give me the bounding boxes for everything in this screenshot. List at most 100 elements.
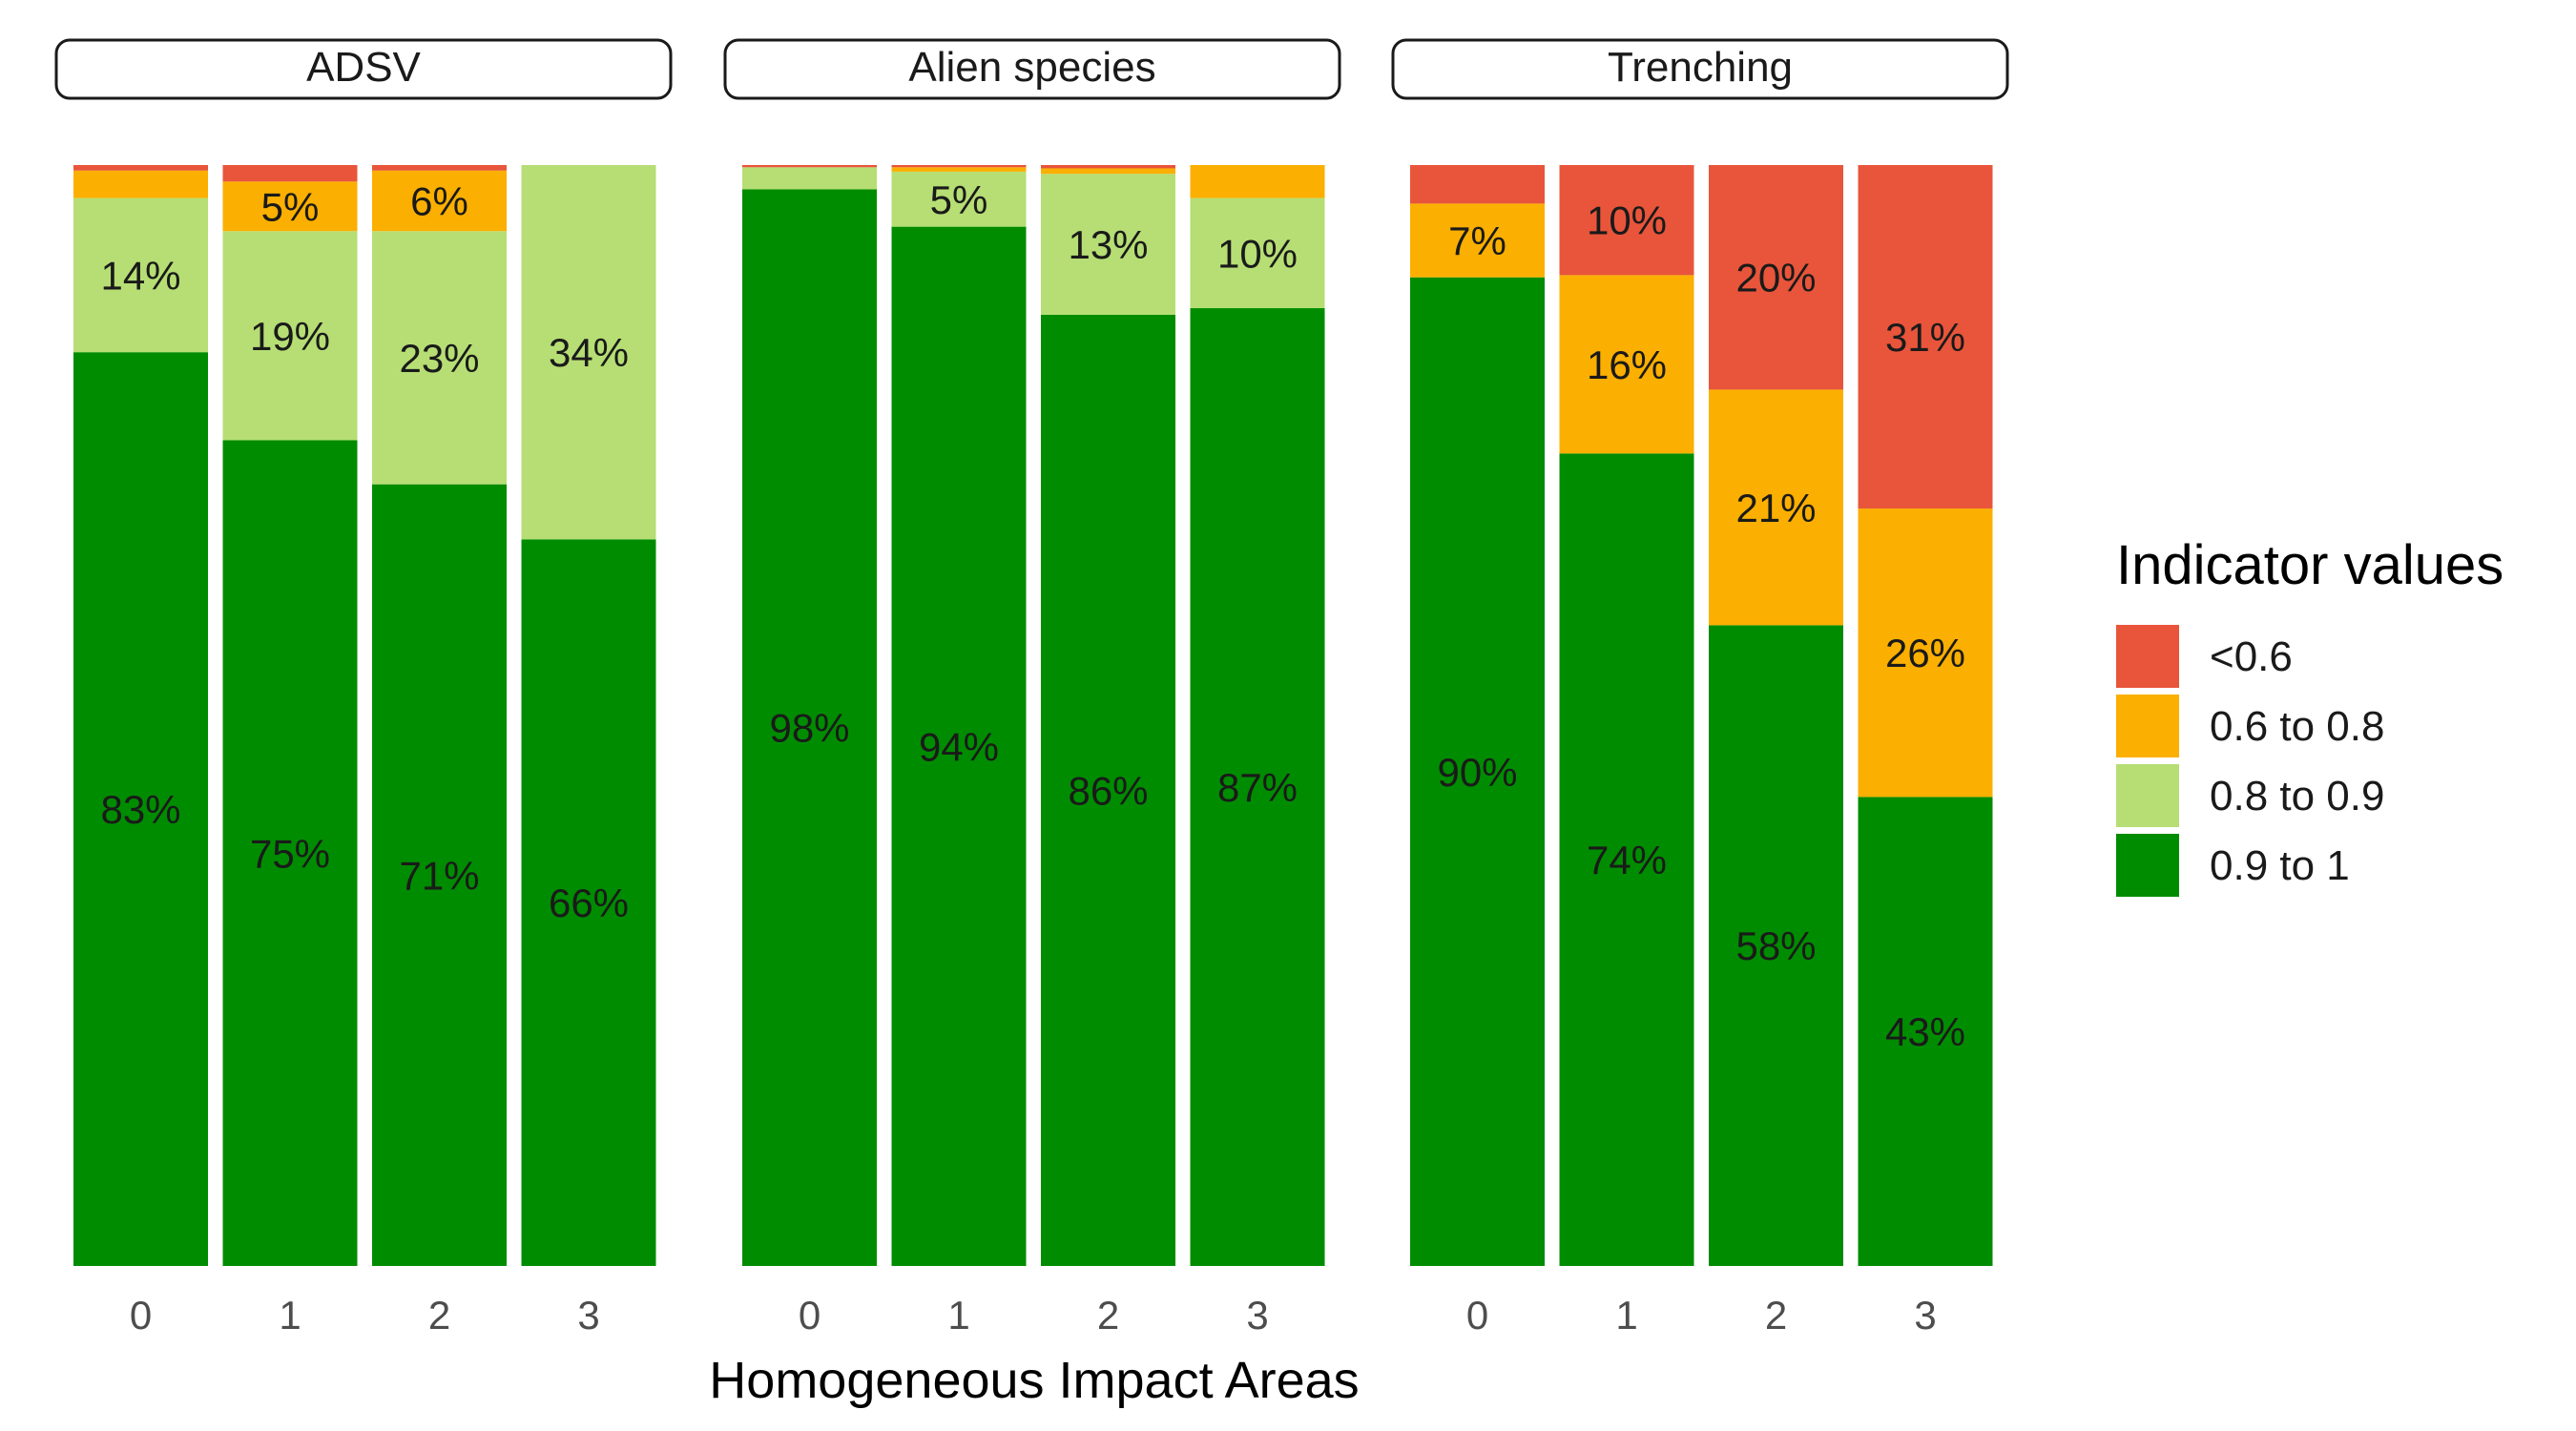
panel-alien-species: Alien species 98% 0 94% 5% 1 86% 13% 2 87% 10% 3 xyxy=(723,38,1341,1338)
x-tick-label: 3 xyxy=(1246,1293,1268,1338)
data-label: 94% xyxy=(919,724,999,769)
bar-segment-0-9-to-1 xyxy=(1410,277,1545,1266)
x-tick-label: 3 xyxy=(577,1293,599,1338)
bar-segment-0-8-to-0-9 xyxy=(1190,197,1325,309)
bar-segment-0-9-to-1 xyxy=(1041,314,1175,1267)
panel-strip-label: Alien species xyxy=(908,44,1155,91)
data-label: 98% xyxy=(769,706,849,751)
x-tick-label: 0 xyxy=(1466,1293,1488,1338)
legend-label: 0.8 to 0.9 xyxy=(2210,773,2384,819)
bar-segment-0-6 xyxy=(742,165,877,168)
legend: Indicator values <0.6 0.6 to 0.8 0.8 to 0.… xyxy=(2116,534,2503,897)
panel-strip xyxy=(723,38,1341,100)
data-label: 90% xyxy=(1437,750,1517,795)
bar-segment-0-6 xyxy=(1410,165,1545,204)
bar-segment-0-8-to-0-9 xyxy=(222,231,358,441)
data-label: 21% xyxy=(1735,486,1816,530)
data-label: 7% xyxy=(1448,218,1506,263)
legend-item-0-9-to-1: 0.9 to 1 xyxy=(2116,834,2350,897)
data-label: 20% xyxy=(1735,256,1816,301)
legend-key xyxy=(2116,764,2179,827)
x-tick-label: 3 xyxy=(1914,1293,1936,1338)
x-tick-label: 0 xyxy=(799,1293,821,1338)
x-tick-label: 0 xyxy=(130,1293,152,1338)
legend-item-0-6: <0.6 xyxy=(2116,625,2293,688)
bar-segment-0-8-to-0-9 xyxy=(891,171,1027,227)
panel-trenching: Trenching 90% 7% 0 74% 16% 10% 1 58% 21% 20% 2 43% 26… xyxy=(1391,38,2009,1338)
data-label: 6% xyxy=(410,179,468,224)
bar-segment-0-9-to-1 xyxy=(1709,625,1843,1266)
data-label: 87% xyxy=(1217,765,1298,810)
bar-segment-0-6 xyxy=(1709,165,1843,390)
legend-item-0-6-to-0-8: 0.6 to 0.8 xyxy=(2116,695,2384,757)
bar-segment-0-6-to-0-8 xyxy=(1709,389,1843,626)
x-tick-label: 2 xyxy=(428,1293,450,1338)
bar-segment-0-6-to-0-8 xyxy=(891,167,1027,172)
panel-strip xyxy=(54,38,673,100)
data-label: 83% xyxy=(100,787,180,832)
facet-panels: ADSV83%14%075%19%5%171%23%6%266%34%3Alie… xyxy=(54,38,2009,1338)
bar-segment-0-6 xyxy=(1559,165,1694,276)
data-label: 5% xyxy=(261,184,320,229)
legend-label: 0.6 to 0.8 xyxy=(2210,703,2384,750)
bar-segment-0-6-to-0-8 xyxy=(372,170,507,232)
bar-segment-0-6 xyxy=(372,165,507,171)
bar-segment-0-9-to-1 xyxy=(1858,797,1993,1266)
bar-segment-0-9-to-1 xyxy=(891,226,1027,1266)
bar-segment-0-6-to-0-8 xyxy=(1410,203,1545,278)
legend-title: Indicator values xyxy=(2116,534,2503,596)
data-label: 19% xyxy=(250,314,330,359)
bar-segment-0-8-to-0-9 xyxy=(1041,174,1175,315)
data-label: 10% xyxy=(1217,231,1298,276)
data-label: 75% xyxy=(250,831,330,876)
x-axis-title: Homogeneous Impact Areas xyxy=(709,1352,1359,1409)
bar-segment-0-6-to-0-8 xyxy=(1190,165,1325,198)
bar-segment-0-6-to-0-8 xyxy=(1858,508,1993,798)
bar-segment-0-9-to-1 xyxy=(372,484,507,1266)
bar-segment-0-6-to-0-8 xyxy=(1559,275,1694,454)
bar-segment-0-6 xyxy=(1041,165,1175,169)
data-label: 16% xyxy=(1587,342,1667,387)
panel-strip-label: Trenching xyxy=(1608,44,1793,91)
data-label: 26% xyxy=(1885,631,1965,675)
panel-strip xyxy=(1391,38,2009,100)
legend-key xyxy=(2116,695,2179,757)
data-label: 13% xyxy=(1068,222,1148,267)
bar-segment-0-8-to-0-9 xyxy=(73,197,208,353)
x-tick-label: 2 xyxy=(1765,1293,1787,1338)
data-label: 31% xyxy=(1885,315,1965,360)
data-label: 86% xyxy=(1068,768,1148,813)
panel-adsv: ADSV 83% 14% 0 75% 19% 5% 1 71% 23% 6% 2 66% 34% 3 xyxy=(54,38,673,1338)
bar-segment-0-9-to-1 xyxy=(1190,308,1325,1266)
bar-segment-0-8-to-0-9 xyxy=(372,231,507,485)
bar-segment-0-9-to-1 xyxy=(73,352,208,1266)
bar-segment-0-9-to-1 xyxy=(742,189,877,1267)
data-label: 14% xyxy=(100,253,180,298)
x-tick-label: 2 xyxy=(1097,1293,1119,1338)
data-label: 43% xyxy=(1885,1009,1965,1054)
bar-segment-0-8-to-0-9 xyxy=(742,167,877,190)
data-label: 74% xyxy=(1587,838,1667,882)
panel-strip-label: ADSV xyxy=(306,44,421,91)
bar-segment-0-6 xyxy=(891,165,1027,168)
data-label: 58% xyxy=(1735,923,1816,968)
x-tick-label: 1 xyxy=(1615,1293,1637,1338)
x-tick-label: 1 xyxy=(279,1293,301,1338)
legend-key xyxy=(2116,834,2179,897)
data-label: 10% xyxy=(1587,198,1667,243)
legend-label: <0.6 xyxy=(2210,633,2293,680)
bar-segment-0-6-to-0-8 xyxy=(73,170,208,198)
x-tick-label: 1 xyxy=(947,1293,969,1338)
legend-key xyxy=(2116,625,2179,688)
legend-item-0-8-to-0-9: 0.8 to 0.9 xyxy=(2116,764,2384,827)
bar-segment-0-9-to-1 xyxy=(222,440,358,1266)
bar-segment-0-9-to-1 xyxy=(1559,453,1694,1266)
data-label: 71% xyxy=(399,853,479,898)
bar-segment-0-6 xyxy=(222,165,358,182)
bar-segment-0-8-to-0-9 xyxy=(521,165,656,540)
data-label: 34% xyxy=(549,330,629,375)
data-label: 66% xyxy=(549,881,629,925)
bar-segment-0-9-to-1 xyxy=(521,539,656,1266)
bar-segment-0-6 xyxy=(1858,165,1993,509)
